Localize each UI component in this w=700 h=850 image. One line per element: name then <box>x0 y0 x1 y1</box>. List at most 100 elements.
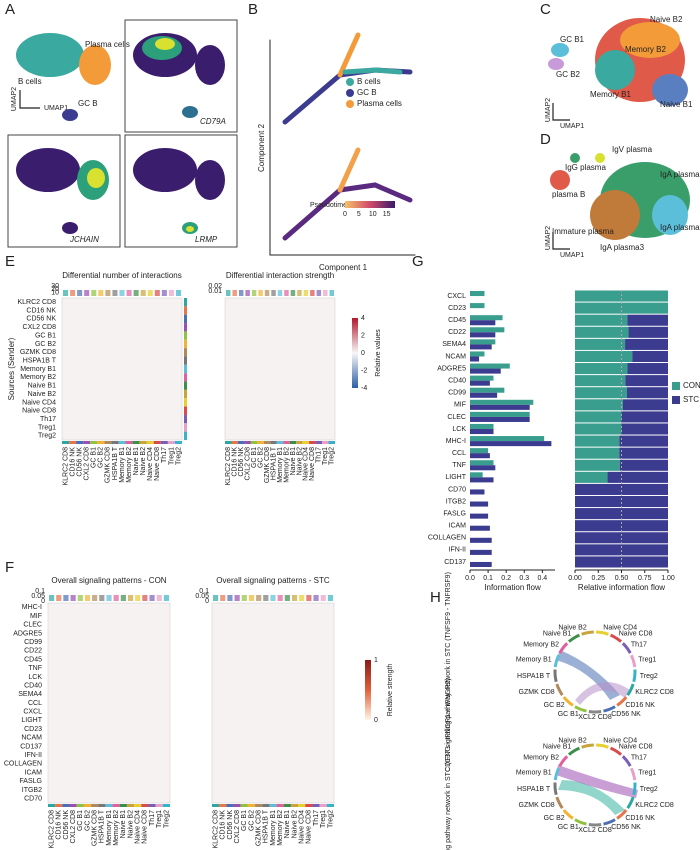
axis-label: UMAP2 <box>545 98 552 122</box>
row-color <box>184 364 187 374</box>
bar <box>470 291 485 297</box>
chord-arc <box>567 746 581 756</box>
legend-label: Plasma cells <box>357 99 402 108</box>
top-bar <box>154 290 160 296</box>
top-tick: 0.02 <box>208 283 222 290</box>
bar <box>470 387 505 393</box>
node-label: GC B2 <box>544 702 565 709</box>
x2-tick-label: 1.00 <box>661 575 675 582</box>
col-color <box>111 441 119 444</box>
row-label: CLEC <box>23 622 42 629</box>
top-bar <box>99 595 105 601</box>
colorbar <box>352 318 358 388</box>
row-label: Memory B1 <box>20 366 56 373</box>
category-label: TNF <box>452 462 466 469</box>
col-label: GZMK CD8 <box>105 447 112 483</box>
bar <box>470 465 496 471</box>
col-label: CXL2 CD8 <box>84 447 91 481</box>
legend-label: GC B <box>357 88 377 97</box>
col-color <box>247 804 256 807</box>
row-color <box>184 298 187 307</box>
chord-arc <box>626 796 635 810</box>
node-label: Naive CD8 <box>619 744 653 751</box>
node-label: CD56 NK <box>611 711 641 718</box>
col-color <box>119 804 127 807</box>
top-bar <box>70 595 76 601</box>
panel-letter: B <box>248 1 258 18</box>
col-label: Naive B2 <box>140 447 147 476</box>
col-label: CD16 NK <box>220 810 227 840</box>
relative-bar <box>575 350 633 363</box>
bar <box>470 339 496 345</box>
bar <box>470 441 552 447</box>
relative-bar <box>575 459 620 471</box>
col-color <box>322 441 329 444</box>
col-label: GC B1 <box>251 447 258 468</box>
row-label: SEMA4 <box>18 691 42 698</box>
node-label: Memory B2 <box>523 642 559 649</box>
bar <box>470 392 498 398</box>
node-label: Naive B2 <box>558 738 587 745</box>
row-color <box>184 423 187 432</box>
top-bar <box>234 595 240 601</box>
network-title: IFN-II signaling pathway network in STC … <box>445 678 452 850</box>
col-label: Treg2 <box>163 810 170 828</box>
col-label: CXL2 CD8 <box>234 810 241 844</box>
top-bar <box>84 595 91 601</box>
bar <box>470 429 494 435</box>
relative-bar <box>575 411 622 423</box>
top-bar <box>168 290 174 296</box>
top-bar <box>264 290 270 296</box>
umap-cd <box>548 18 690 250</box>
row-label: CD137 <box>20 743 42 750</box>
category-label: MHC-I <box>446 438 466 445</box>
chord-arc <box>553 782 558 796</box>
col-label: CD16 NK <box>56 810 63 840</box>
category-label: ITGB2 <box>446 498 466 505</box>
col-label: Memory B2 <box>283 447 290 483</box>
category-label: LCK <box>452 426 466 433</box>
x-tick-label: 0.2 <box>501 575 511 582</box>
top-bar <box>232 290 237 296</box>
category-label: SEMA4 <box>442 341 466 348</box>
row-label: MHC-I <box>22 604 42 611</box>
col-label: Naive B1 <box>120 810 127 839</box>
bar <box>470 315 503 321</box>
bar <box>470 448 489 454</box>
col-color <box>296 441 303 444</box>
relative-bar <box>575 544 668 556</box>
top-bar <box>284 290 289 296</box>
col-color <box>118 441 126 444</box>
heatmap-title: Overall signaling patterns - CON <box>51 576 166 585</box>
top-tick: 0 <box>41 598 45 605</box>
gene-label: LRMP <box>195 235 218 244</box>
axis-label: UMAP2 <box>545 226 552 250</box>
node-label: CD56 NK <box>611 824 641 831</box>
relative-bar <box>625 338 668 350</box>
row-label: Naive CD8 <box>22 408 56 415</box>
category-label: CLEC <box>447 414 466 421</box>
relative-bar <box>575 399 623 411</box>
chord-arc <box>574 705 587 713</box>
top-bar <box>320 595 326 601</box>
top-bar <box>147 290 153 296</box>
heatmap-bg <box>224 297 336 441</box>
col-color <box>69 441 77 444</box>
bar <box>470 303 485 309</box>
chord-arc <box>562 809 574 820</box>
category-label: CXCL <box>447 293 466 300</box>
colorbar-tick: 1 <box>374 657 378 664</box>
node-label: Naive CD4 <box>603 625 637 632</box>
col-label: CXL2 CD8 <box>70 810 77 844</box>
col-label: Memory B2 <box>113 810 120 846</box>
col-color <box>69 804 77 807</box>
category-label: CCL <box>452 450 466 457</box>
top-bar <box>220 595 226 601</box>
row-label: IFN-II <box>25 752 43 759</box>
col-color <box>237 441 245 444</box>
col-label: Th17 <box>161 447 168 463</box>
row-color <box>184 398 187 407</box>
top-bar <box>258 290 263 296</box>
chord-arc <box>553 654 561 668</box>
chord-arc <box>603 818 616 826</box>
